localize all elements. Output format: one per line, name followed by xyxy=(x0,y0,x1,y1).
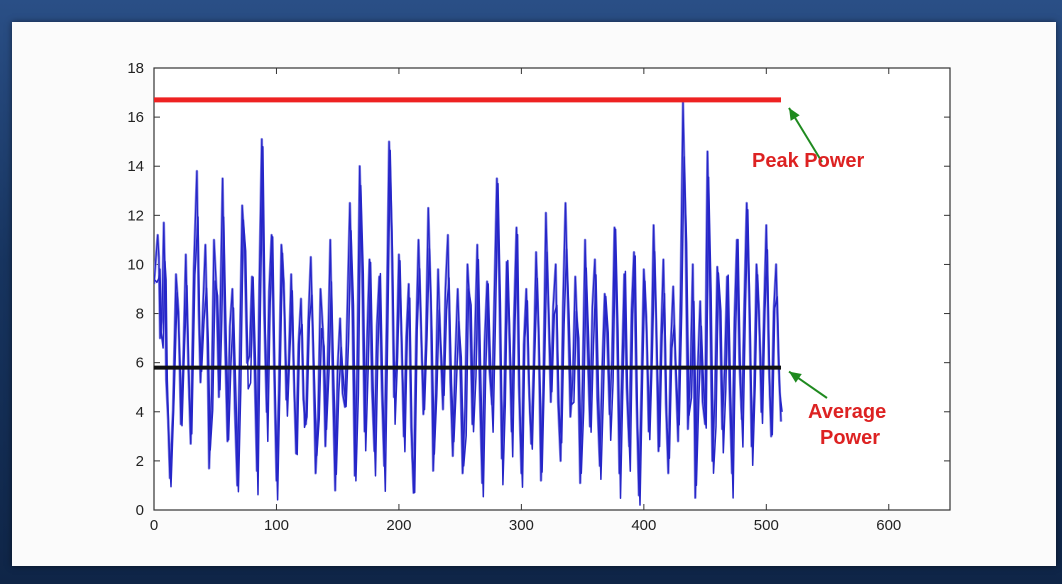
x-tick-label: 600 xyxy=(876,517,901,534)
x-tick-label: 400 xyxy=(631,517,656,534)
peak-power-label: Peak Power xyxy=(752,150,865,172)
axis-ticks: 0 100 200 300 400 500 600 0 2 4 6 8 10 12 14 16 18 xyxy=(127,60,950,534)
y-tick-label: 14 xyxy=(127,158,144,175)
signal-line xyxy=(154,101,782,499)
x-tick-label: 500 xyxy=(754,517,779,534)
signal-line-trace xyxy=(154,146,783,506)
slide: 0 100 200 300 400 500 600 0 2 4 6 8 10 12 14 16 18 Peak … xyxy=(12,22,1056,566)
peak-power-arrow xyxy=(788,107,823,163)
y-tick-label: 8 xyxy=(136,306,144,323)
y-tick-label: 6 xyxy=(136,355,144,372)
y-tick-label: 16 xyxy=(127,109,144,126)
signal-series xyxy=(154,101,783,506)
x-tick-label: 200 xyxy=(386,517,411,534)
average-power-label: Average xyxy=(808,401,886,423)
annotations: Peak Power Average Power xyxy=(752,107,886,449)
y-tick-label: 12 xyxy=(127,207,144,224)
x-tick-label: 0 xyxy=(150,517,158,534)
plot-area xyxy=(153,67,951,511)
y-tick-label: 2 xyxy=(136,453,144,470)
reference-lines xyxy=(154,97,782,370)
x-tick-label: 300 xyxy=(509,517,534,534)
y-tick-label: 0 xyxy=(136,502,144,519)
power-chart: 0 100 200 300 400 500 600 0 2 4 6 8 10 12 14 16 18 Peak … xyxy=(127,60,951,534)
y-tick-label: 10 xyxy=(127,256,144,273)
average-power-arrow xyxy=(788,370,828,399)
average-power-arrow-head xyxy=(789,371,802,383)
peak-power-arrow-head xyxy=(789,107,800,121)
y-tick-label: 4 xyxy=(136,404,144,421)
x-tick-label: 100 xyxy=(264,517,289,534)
average-power-label-line2: Power xyxy=(820,427,880,449)
y-tick-label: 18 xyxy=(127,60,144,77)
